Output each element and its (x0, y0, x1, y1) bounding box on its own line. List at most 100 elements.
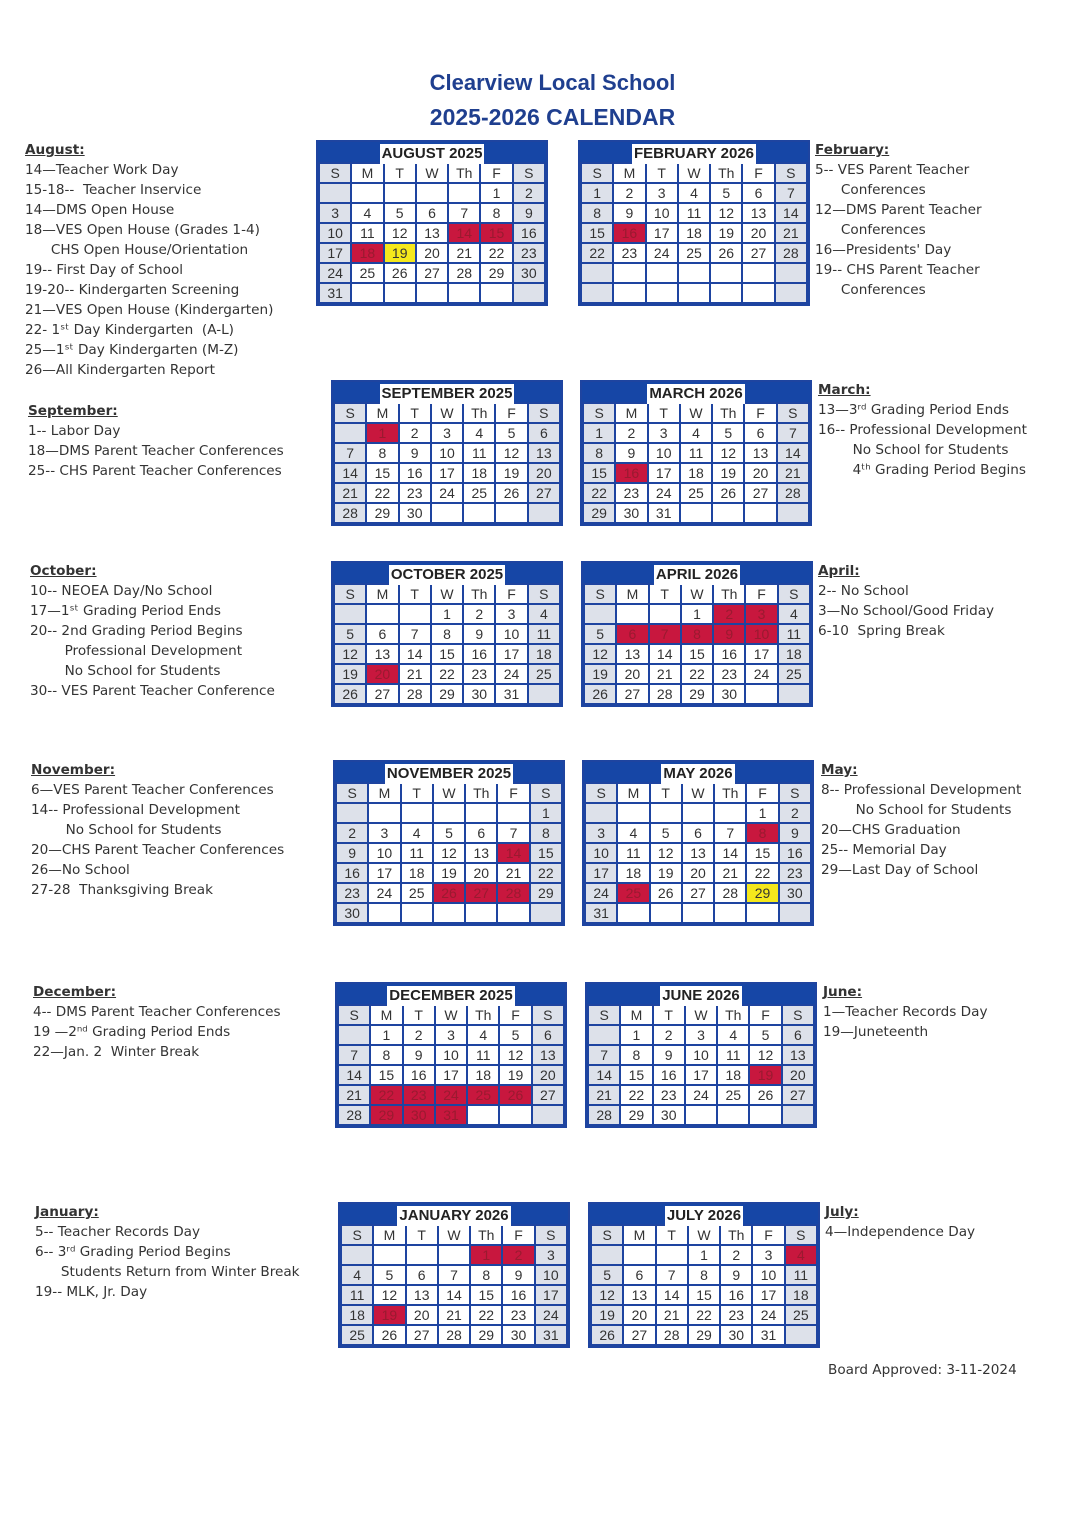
note-line: 19-20-- Kindergarten Screening (25, 282, 240, 298)
day-cell: 8 (429, 623, 465, 645)
week-row (579, 262, 809, 284)
day-cell: 21 (332, 482, 368, 504)
day-cell: 16 (501, 1284, 536, 1306)
empty-day-cell (526, 683, 562, 705)
day-cell: 25 (783, 1304, 819, 1326)
empty-day-cell (678, 502, 714, 524)
note-line: CHS Open House/Orientation (25, 242, 249, 258)
empty-day-cell (339, 1244, 375, 1266)
day-cell: 24 (533, 1304, 569, 1326)
empty-day-cell (711, 502, 746, 524)
empty-day-cell (709, 262, 744, 284)
empty-day-cell (429, 502, 465, 524)
weekday-row: S M T W Th F S (332, 583, 562, 605)
day-cell: 17 (583, 862, 619, 884)
day-cell: 12 (589, 1284, 625, 1306)
note-line: 19-- CHS Parent Teacher (815, 262, 980, 278)
day-cell: 7 (773, 182, 809, 204)
month-name: JANUARY 2026 (397, 1206, 511, 1226)
day-cell: 27 (615, 683, 650, 705)
empty-day-cell (647, 603, 682, 625)
notes-heading: October: (30, 563, 97, 579)
day-cell: 16 (719, 1284, 754, 1306)
day-cell: 5 (648, 822, 683, 844)
day-cell: 22 (429, 663, 465, 685)
note-line: 3—No School/Good Friday (818, 603, 995, 619)
day-cell: 5 (589, 1264, 625, 1286)
day-cell: 11 (526, 623, 562, 645)
empty-day-cell (676, 262, 712, 284)
weekday-row: S M T W Th F S (582, 583, 812, 605)
day-cell: 9 (614, 442, 649, 464)
day-cell: 27 (741, 242, 776, 264)
empty-day-cell (777, 902, 813, 924)
month-calendar: NOVEMBER 2025 S M T W Th F S 1 2 3 4 5 6 7 8 9 10 11 12 13 14… (333, 760, 565, 926)
day-cell: 27 (414, 262, 450, 284)
day-cell: 4 (716, 1024, 751, 1046)
week-row: 21 22 23 24 25 26 27 (336, 1084, 566, 1106)
notes-heading: April: (818, 563, 860, 579)
empty-day-cell (683, 1104, 719, 1126)
day-cell: 4 (783, 1244, 819, 1266)
day-cell: 7 (336, 1044, 372, 1066)
day-cell: 28 (713, 882, 748, 904)
month-header: JULY 2026 (590, 1204, 818, 1226)
month-header: SEPTEMBER 2025 (333, 382, 561, 404)
day-cell: 4 (466, 1024, 501, 1046)
day-cell: 24 (317, 262, 353, 284)
weekday-label: T (397, 402, 432, 424)
month-header: APRIL 2026 (583, 563, 811, 585)
notes-heading: December: (33, 984, 117, 1000)
day-cell: 30 (462, 683, 497, 705)
day-cell: 18 (350, 242, 385, 264)
month-header: MARCH 2026 (582, 382, 810, 404)
note-line: 15-18-- Teacher Inservice (25, 182, 202, 198)
weekday-label: S (511, 162, 547, 184)
week-row: 21 22 23 24 25 26 27 (332, 482, 562, 504)
day-cell: 8 (686, 1264, 722, 1286)
note-line: 17—1ˢᵗ Grading Period Ends (30, 603, 221, 619)
day-cell: 7 (586, 1044, 622, 1066)
empty-day-cell (680, 902, 716, 924)
day-cell: 23 (462, 663, 497, 685)
day-cell: 16 (614, 462, 649, 484)
day-cell: 30 (712, 683, 747, 705)
day-cell: 12 (582, 643, 618, 665)
empty-day-cell (447, 282, 482, 304)
day-cell: 10 (367, 842, 402, 864)
day-cell: 18 (616, 862, 651, 884)
weekday-label: T (401, 1004, 436, 1026)
day-cell: 2 (719, 1244, 754, 1266)
week-row: 10 11 12 13 14 15 16 (317, 222, 547, 244)
week-row: 9 10 11 12 13 14 15 (334, 842, 564, 864)
weekday-label: S (579, 162, 615, 184)
weekday-row: S M T W Th F S (336, 1004, 566, 1026)
day-cell: 26 (589, 1324, 625, 1346)
note-line: 22- 1ˢᵗ Day Kindergarten (A-L) (25, 322, 234, 338)
day-cell: 10 (744, 623, 779, 645)
note-line: 4ᵗʰ Grading Period Begins (818, 462, 1026, 478)
day-cell: 21 (773, 222, 809, 244)
day-cell: 9 (651, 1044, 686, 1066)
weekday-row: S M T W Th F S (339, 1224, 569, 1246)
week-row: 26 27 28 29 30 (582, 683, 812, 705)
day-cell: 6 (743, 422, 778, 444)
day-cell: 22 (365, 482, 400, 504)
day-cell: 3 (644, 182, 679, 204)
weekday-label: M (367, 782, 402, 804)
day-cell: 19 (498, 1064, 533, 1086)
day-cell: 2 (462, 603, 497, 625)
weekday-label: S (582, 583, 618, 605)
month-notes: February: 5-- VES Parent Teacher Conferen… (815, 140, 982, 300)
day-cell: 12 (332, 643, 368, 665)
empty-day-cell (648, 802, 683, 824)
month-name: DECEMBER 2025 (387, 986, 515, 1006)
day-cell: 13 (615, 643, 650, 665)
note-line: 14—Teacher Work Day (25, 162, 179, 178)
note-line: 5-- VES Parent Teacher (815, 162, 970, 178)
day-cell: 13 (365, 643, 400, 665)
day-cell: 6 (404, 1264, 439, 1286)
week-row: 10 11 12 13 14 15 16 (583, 842, 813, 864)
weekday-label: F (741, 162, 776, 184)
